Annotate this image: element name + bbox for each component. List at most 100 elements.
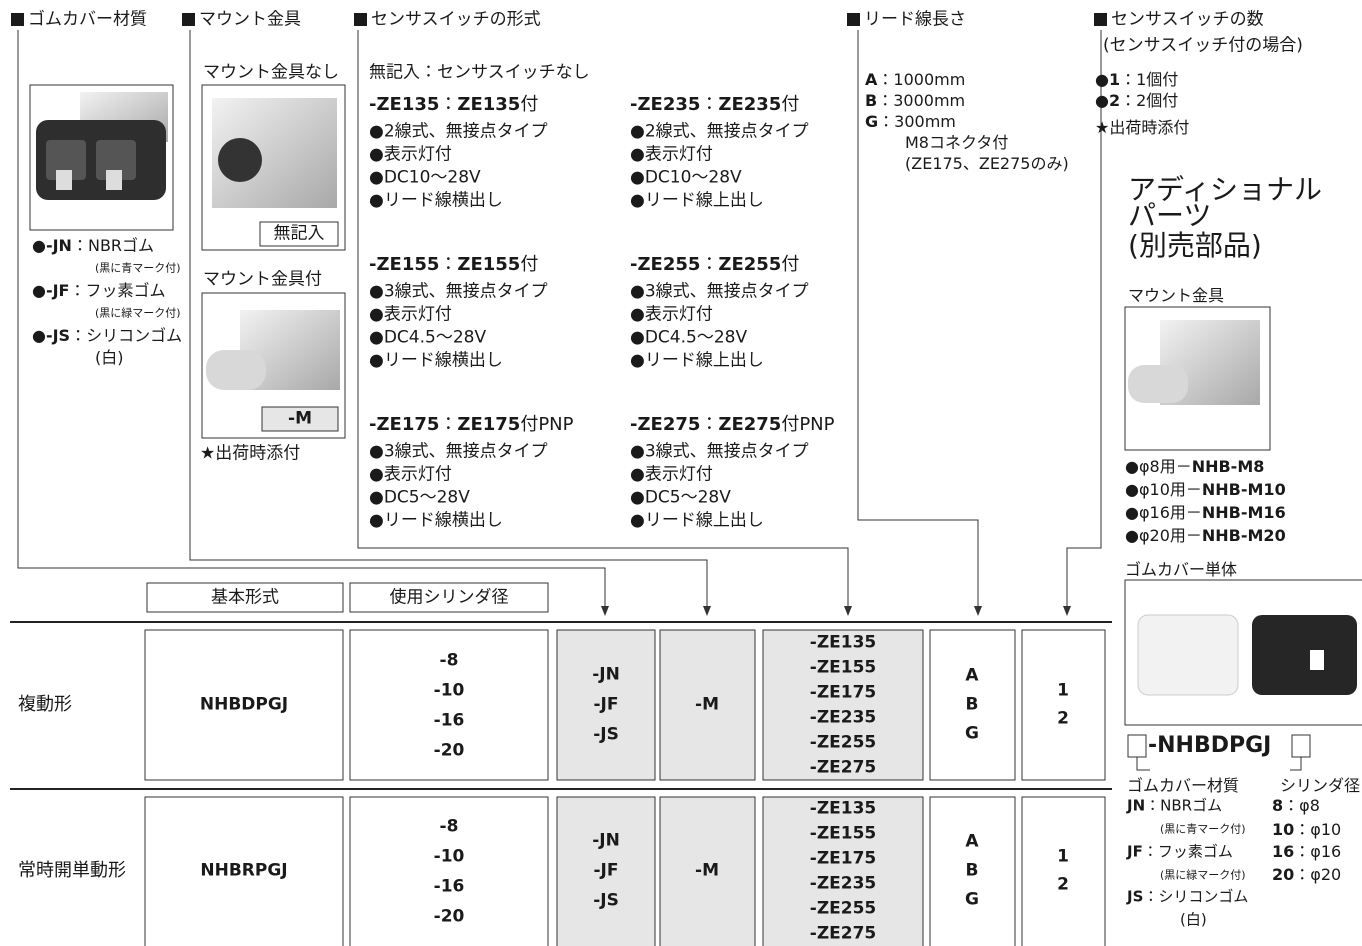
lead-code-part: B [965,694,979,715]
sensor-none: 無記入：センサスイッチなし [369,64,590,82]
sensor-code-part: -ZE155 [809,657,877,678]
sensor-model-part: 付 [520,94,539,115]
cover-code: -JS [593,892,619,910]
sensor-model-part: ZE155 [457,254,521,275]
sensor-feature-part: ●DC5～28V [630,487,731,508]
lead-code-part: A [965,831,979,852]
parts-mount-item-part: NHB-M10 [1201,480,1286,499]
sensor-code-part: -ZE275 [809,757,877,778]
sensor-code: -ZE155 [809,823,877,844]
heading-part: センサスイッチの数 [1111,9,1264,30]
sensor-model-part: ： [700,94,719,115]
lead-code: B [965,694,979,715]
count-code-part: 2 [1057,708,1069,729]
sensor-code-part: -ZE135 [809,798,877,819]
heading: センサスイッチの数 [1111,9,1264,30]
sensor-feature-part: ●DC10～28V [630,167,742,188]
lead-extra-part: (ZE175、ZE275のみ) [905,154,1069,173]
bore-part: -8 [439,650,459,671]
sensor-code-part: -ZE235 [809,707,877,728]
parts-label: ゴムカバー材質 [1127,778,1239,794]
bore: -16 [434,878,465,896]
note-part: ★出荷時添付 [1095,118,1190,137]
mount-label-part: マウント金具付 [203,269,322,290]
sensor-model-part: -ZE275 [630,414,701,435]
lead-item-part: ： [877,91,894,110]
sensor-code: -ZE175 [810,684,876,702]
cover-code: -JN [592,832,620,850]
model-part: NHBDPGJ [199,694,289,715]
sensor-model-part: 付 [781,254,800,275]
sensor-model-part: -ZE255 [630,254,701,275]
lead-code: A [965,831,979,852]
lead-code: A [965,665,979,686]
parts-note: (白) [1180,912,1207,928]
sensor-feature: ●リード線上出し [630,352,764,370]
row-type: 常時開単動形 [18,862,126,880]
parts-bore-part: φ8 [1299,796,1320,815]
sensor-feature-part: ●リード線横出し [369,190,503,211]
parts-title-part: (別売部品) [1128,229,1262,262]
lead-code-part: B [965,860,979,881]
photos [36,92,1357,696]
arrow-heads [601,606,1071,616]
sensor-feature-part: ●2線式、無接点タイプ [630,121,809,142]
parts-bore-part: 8 [1272,796,1284,815]
lead-item: G：300mm [865,114,956,130]
lead-item-part: ： [878,112,895,131]
cover-note-part: (黒に青マーク付) [95,261,181,275]
bore-part: -10 [433,846,465,867]
sensor-feature-part: ●表示灯付 [369,304,452,325]
count-code-part: 2 [1057,874,1069,895]
parts-bore-part: ： [1283,796,1300,815]
cover-note: (黒に青マーク付) [95,263,181,274]
note-part: ★出荷時添付 [200,443,301,464]
parts-title: パーツ [1128,202,1211,230]
sensor-feature-part: ●3線式、無接点タイプ [630,281,809,302]
bore-part: -20 [433,906,465,927]
sensor-feature: ●DC10～28V [630,167,742,188]
parts-bore-part: 10 [1272,820,1295,839]
parts-bore: 8：φ8 [1272,798,1320,814]
parts-note-part: (黒に緑マーク付) [1160,868,1246,882]
parts-label: シリンダ径 [1280,778,1360,794]
parts-mount-item: ●φ16用－NHB-M16 [1125,505,1286,521]
parts-code: -NHBDPGJ [1148,735,1271,757]
lead-code-part: G [965,723,979,744]
model: NHBDPGJ [199,694,289,715]
lead-code-part: A [965,665,979,686]
parts-material-part: JF [1127,842,1143,861]
mount-code-part: -M [695,694,719,715]
sensor-code: -ZE235 [809,707,877,728]
row-type: 複動形 [18,696,72,714]
parts-bore-part: 16 [1272,842,1295,861]
sensor-code-part: -ZE155 [809,823,877,844]
sensor-code: -ZE175 [810,850,876,868]
sensor-model-part: -ZE135 [369,94,440,115]
sensor-model-part: ZE235 [718,94,782,115]
mount-label: マウント金具なし [203,64,339,82]
sensor-feature: ●3線式、無接点タイプ [369,283,548,301]
parts-material-part: ： [1143,887,1159,906]
parts-material-part: シリコンゴム [1158,887,1249,906]
sensor-feature: ●リード線上出し [630,192,764,210]
mount-code: -M [288,410,312,428]
count-code: 2 [1057,874,1069,895]
sensor-feature: ●表示灯付 [630,466,713,484]
cover-item: ●-JS：シリコンゴム [32,328,182,344]
count-item-part: ： [1120,91,1137,110]
bore: -16 [434,712,465,730]
cover-item: ●-JF：フッ素ゴム [32,283,166,299]
parts-label-part: シリンダ径 [1280,776,1361,795]
table-header-part: 基本形式 [211,587,279,608]
sensor-model-part: ZE175 [457,414,521,435]
heading-part: ゴムカバー材質 [28,9,147,30]
parts-code-part: -NHBDPGJ [1148,733,1272,758]
parts-mount-item-part: ●φ8用－ [1125,457,1192,476]
photo-frames [29,84,1362,726]
sensor-model-part: ZE135 [457,94,521,115]
lead-extra-part: M8コネクタ付 [905,133,1009,152]
mount-code: -M [695,694,719,715]
sensor-feature: ●DC4.5～28V [369,329,486,347]
note: ★出荷時添付 [200,443,301,464]
